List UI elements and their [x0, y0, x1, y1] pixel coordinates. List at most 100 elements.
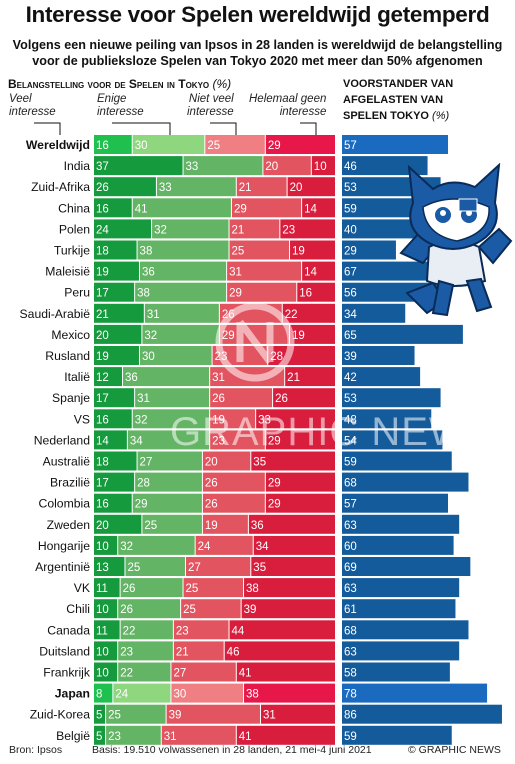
bar-helemaal-geen-interesse — [260, 704, 335, 724]
data-label: 26 — [96, 182, 109, 194]
country-label: Nederland — [34, 433, 90, 447]
data-label: 20 — [265, 161, 278, 173]
bar-helemaal-geen-interesse — [273, 388, 335, 408]
country-label: Argentinië — [35, 560, 90, 574]
country-label: Canada — [47, 623, 90, 637]
data-label: 65 — [344, 330, 357, 342]
country-label: VK — [74, 581, 90, 595]
bar-afgelasten — [342, 514, 460, 534]
country-label: Rusland — [45, 349, 90, 363]
bar-afgelasten — [342, 599, 456, 619]
bar-niet-veel-interesse — [210, 388, 273, 408]
bar-veel-interesse — [94, 620, 120, 640]
data-label: 28 — [270, 351, 283, 363]
data-label: 22 — [123, 625, 136, 637]
data-label: 31 — [164, 731, 177, 743]
data-label: 29 — [222, 330, 235, 342]
data-label: 19 — [212, 414, 225, 426]
data-label: 32 — [154, 224, 167, 236]
bar-afgelasten — [342, 135, 449, 154]
bar-afgelasten — [342, 240, 396, 260]
data-label: 16 — [96, 203, 109, 215]
bar-enige-interesse — [132, 409, 210, 429]
bar-niet-veel-interesse — [202, 514, 248, 534]
bar-veel-interesse — [94, 198, 132, 218]
data-label: 18 — [96, 246, 109, 258]
data-label: 38 — [140, 246, 153, 258]
data-label: 25 — [207, 140, 220, 152]
bar-afgelasten — [342, 725, 452, 745]
bar-helemaal-geen-interesse — [224, 641, 335, 661]
country-label: Peru — [64, 286, 90, 300]
bar-veel-interesse — [94, 662, 118, 682]
bar-helemaal-geen-interesse — [282, 303, 335, 323]
bar-niet-veel-interesse — [183, 578, 244, 598]
data-label: 29 — [268, 435, 281, 447]
country-label: Colombia — [39, 497, 91, 511]
bar-helemaal-geen-interesse — [265, 430, 335, 450]
bar-niet-veel-interesse — [161, 725, 236, 745]
data-label: 58 — [344, 668, 357, 680]
country-label: Italië — [64, 370, 90, 384]
country-label: Frankrijk — [43, 666, 91, 680]
bar-niet-veel-interesse — [229, 240, 290, 260]
bar-enige-interesse — [142, 324, 219, 344]
data-label: 31 — [229, 267, 242, 279]
data-label: 10 — [96, 604, 109, 616]
bar-veel-interesse — [94, 156, 183, 176]
bar-enige-interesse — [135, 472, 202, 492]
data-label: 31 — [137, 393, 150, 405]
data-label: 5 — [96, 710, 102, 722]
bar-enige-interesse — [118, 641, 173, 661]
data-label: 78 — [344, 689, 357, 701]
data-label: 29 — [344, 246, 357, 258]
bar-afgelasten — [342, 578, 460, 598]
country-label: Saudi-Arabië — [20, 307, 91, 321]
bar-afgelasten — [342, 620, 469, 640]
bar-enige-interesse — [152, 219, 229, 239]
bar-veel-interesse — [94, 409, 132, 429]
data-label: 30 — [173, 689, 186, 701]
data-label: 59 — [344, 731, 357, 743]
data-label: 27 — [140, 457, 153, 469]
data-label: 20 — [290, 182, 303, 194]
bar-enige-interesse — [120, 578, 183, 598]
data-label: 40 — [344, 224, 357, 236]
data-label: 32 — [120, 541, 133, 553]
data-label: 23 — [282, 224, 295, 236]
data-label: 69 — [344, 562, 357, 574]
data-label: 39 — [169, 710, 182, 722]
bar-veel-interesse — [94, 346, 139, 365]
bar-helemaal-geen-interesse — [256, 409, 335, 429]
data-label: 25 — [186, 583, 199, 595]
data-label: 20 — [96, 330, 109, 342]
bar-helemaal-geen-interesse — [241, 599, 335, 619]
bar-helemaal-geen-interesse — [244, 578, 335, 598]
country-label: Turkije — [54, 244, 90, 258]
data-label: 68 — [344, 625, 357, 637]
data-label: 24 — [115, 689, 128, 701]
category-leader-line-1 — [34, 122, 61, 135]
bar-niet-veel-interesse — [263, 156, 311, 176]
data-label: 63 — [344, 520, 357, 532]
bar-helemaal-geen-interesse — [244, 683, 335, 703]
data-label: 38 — [137, 288, 150, 300]
data-label: 39 — [244, 604, 257, 616]
bar-afgelasten — [342, 493, 449, 513]
category-label-helemaal-geen: Helemaal geen interesse — [249, 93, 327, 119]
bar-enige-interesse — [139, 346, 212, 365]
bar-enige-interesse — [135, 388, 210, 408]
data-label: 41 — [135, 203, 148, 215]
country-label: Australië — [43, 455, 91, 469]
data-label: 28 — [137, 478, 150, 490]
bar-afgelasten — [342, 662, 450, 682]
bar-helemaal-geen-interesse — [302, 198, 335, 218]
country-label: Hongarije — [38, 539, 90, 553]
data-label: 25 — [127, 562, 140, 574]
bar-helemaal-geen-interesse — [251, 557, 335, 576]
data-label: 34 — [344, 309, 357, 321]
data-label: 26 — [275, 393, 288, 405]
data-label: 19 — [292, 330, 305, 342]
bar-helemaal-geen-interesse — [290, 324, 335, 344]
data-label: 29 — [268, 140, 281, 152]
